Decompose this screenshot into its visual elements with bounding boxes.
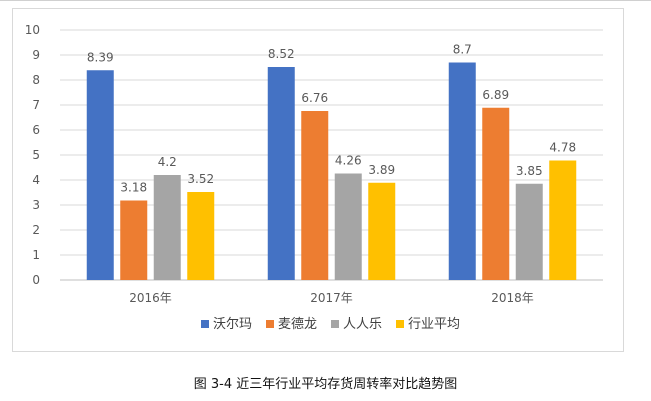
- y-tick-label: 3: [32, 198, 40, 212]
- legend-swatch: [396, 320, 404, 328]
- y-tick-label: 7: [32, 98, 40, 112]
- legend-swatch: [266, 320, 274, 328]
- y-tick-label: 5: [32, 148, 40, 162]
- bar: [515, 183, 543, 280]
- figure-caption: 图 3-4 近三年行业平均存货周转率对比趋势图: [193, 377, 458, 392]
- data-labels: 8.39 3.18 4.2 3.52 8.52 6.76 4.26 3.89 8.7 6.89 3.…: [87, 43, 576, 195]
- y-tick-label: 1: [32, 248, 40, 262]
- y-tick-label: 6: [32, 123, 40, 137]
- bar: [120, 200, 148, 280]
- gridlines: [60, 29, 603, 281]
- bar: [153, 175, 181, 280]
- data-label: 8.52: [268, 47, 295, 61]
- legend-label: 沃尔玛: [213, 317, 252, 332]
- bar: [187, 192, 215, 280]
- bar: [334, 173, 362, 280]
- y-tick-label: 10: [25, 23, 40, 37]
- y-tick-label: 8: [32, 73, 40, 87]
- data-label: 3.18: [120, 181, 147, 195]
- x-tick-label: 2017年: [310, 291, 353, 305]
- bar: [301, 111, 329, 280]
- bar: [368, 182, 396, 280]
- data-label: 8.7: [453, 43, 472, 57]
- legend-label: 麦德龙: [278, 317, 317, 332]
- y-tick-label: 4: [32, 173, 40, 187]
- data-label: 4.78: [549, 141, 576, 155]
- bar: [267, 67, 295, 280]
- data-label: 3.85: [516, 164, 543, 178]
- bars: [86, 62, 577, 280]
- bar: [482, 107, 510, 280]
- legend-swatch: [201, 320, 209, 328]
- bar-chart: 0 1 2 3 4 5 6 7 8 9 10 8.39 3.18 4.2 3.52 8.52 6.76 4.26…: [25, 23, 603, 332]
- legend: 沃尔玛 麦德龙 人人乐 行业平均: [201, 317, 460, 332]
- bar: [86, 70, 114, 280]
- data-label: 4.26: [335, 154, 362, 168]
- y-tick-label: 2: [32, 223, 40, 237]
- bar: [549, 160, 577, 280]
- data-label: 8.39: [87, 50, 114, 64]
- data-label: 3.52: [187, 172, 214, 186]
- y-tick-label: 9: [32, 48, 40, 62]
- data-label: 3.89: [368, 163, 395, 177]
- legend-label: 行业平均: [408, 317, 460, 332]
- x-tick-label: 2016年: [129, 291, 172, 305]
- y-axis-ticks: 0 1 2 3 4 5 6 7 8 9 10: [25, 23, 40, 287]
- x-tick-label: 2018年: [491, 291, 534, 305]
- bar: [448, 62, 476, 280]
- x-axis-ticks: 2016年 2017年 2018年: [129, 291, 534, 305]
- legend-swatch: [331, 320, 339, 328]
- legend-label: 人人乐: [343, 317, 382, 332]
- y-tick-label: 0: [32, 273, 40, 287]
- data-label: 6.89: [482, 88, 509, 102]
- top-rule: [0, 0, 651, 1]
- data-label: 4.2: [158, 155, 177, 169]
- data-label: 6.76: [301, 91, 328, 105]
